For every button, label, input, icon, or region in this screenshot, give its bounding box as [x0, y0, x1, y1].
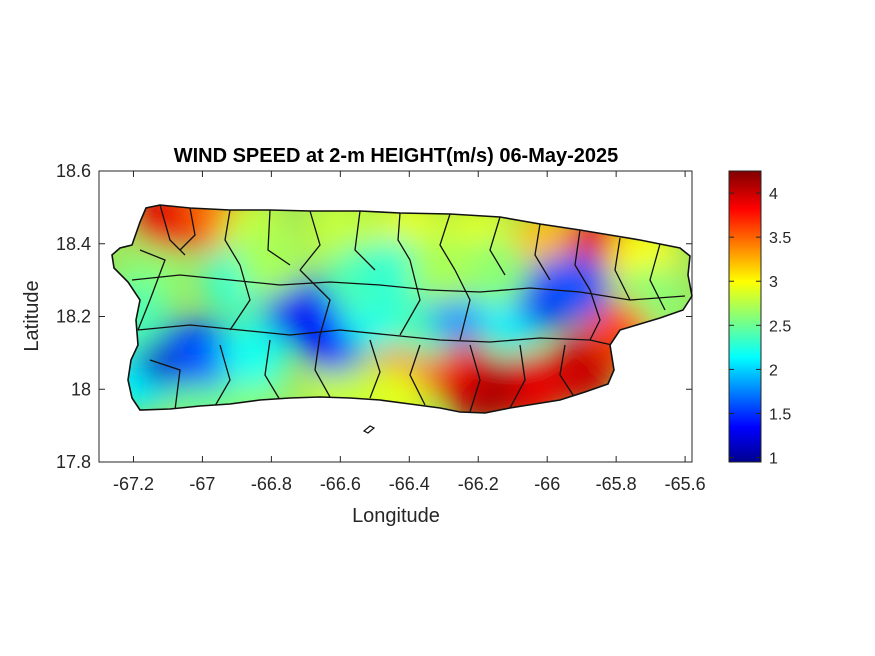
wind-field-point [133, 205, 202, 253]
y-tick-label: 18.2 [56, 307, 91, 327]
x-tick-label: -66.4 [389, 474, 430, 494]
y-tick-label: 18.6 [56, 161, 91, 181]
municipal-border [489, 216, 506, 276]
island-coastline [111, 204, 693, 414]
islet-shape [362, 425, 376, 434]
colorbar-tick-label: 3.5 [769, 230, 791, 247]
municipal-border [299, 269, 331, 336]
x-tick-label: -67.2 [113, 474, 154, 494]
y-axis: 18.6 18.4 18.2 18 17.8 [56, 161, 692, 472]
colorbar-tick-label: 1 [769, 451, 778, 468]
municipal-border [149, 359, 181, 411]
x-tick-label: -66.8 [251, 474, 292, 494]
municipal-border [574, 229, 591, 291]
municipal-border [397, 212, 411, 261]
wind-field-point [168, 318, 237, 387]
colorbar [728, 170, 762, 463]
y-tick-label: 18.4 [56, 234, 91, 254]
wind-field-point [237, 227, 306, 296]
municipal-border [509, 344, 526, 409]
municipal-border [469, 344, 481, 413]
wind-field-point [220, 318, 289, 387]
x-tick-label: -66 [534, 474, 560, 494]
municipal-border [649, 243, 666, 311]
x-tick-label: -66.2 [458, 474, 499, 494]
wind-field-point [358, 238, 427, 307]
colorbar-tick-label: 2 [769, 362, 778, 379]
municipal-border [399, 259, 421, 336]
colorbar-tick-label: 2.5 [769, 318, 791, 335]
municipal-borders [131, 205, 686, 413]
municipal-border [409, 344, 426, 406]
municipal-border [264, 339, 281, 401]
municipal-border [131, 274, 686, 301]
municipal-border [369, 339, 381, 399]
municipal-border [534, 223, 551, 281]
municipal-border [137, 249, 166, 331]
municipal-border [214, 344, 231, 407]
wind-field-point [409, 235, 478, 304]
y-tick-label: 17.8 [56, 452, 91, 472]
municipal-border [314, 334, 331, 398]
municipal-border [229, 264, 251, 331]
colorbar-tick-label: 3 [769, 274, 778, 291]
municipal-border [224, 209, 241, 266]
municipal-border [614, 237, 631, 301]
colorbar-tick-label: 1.5 [769, 407, 791, 424]
wind-field-point [540, 253, 609, 322]
y-axis-label: Latitude [21, 280, 43, 351]
municipal-border [179, 207, 196, 251]
x-axis: -67.2 -67 -66.8 -66.6 -66.4 -66.2 -66 -65.8 -65.… [113, 171, 706, 494]
municipal-border [454, 269, 471, 341]
municipal-border [439, 213, 456, 271]
municipal-border [137, 324, 613, 346]
municipal-border [267, 209, 291, 266]
x-axis-label: Longitude [352, 505, 440, 527]
wind-field-point [306, 362, 375, 413]
x-tick-label: -66.6 [320, 474, 361, 494]
municipal-border [299, 210, 321, 271]
map-title: WIND SPEED at 2-m HEIGHT(m/s) 06-May-202… [174, 145, 619, 167]
municipal-border [559, 344, 576, 399]
municipal-border [354, 210, 376, 271]
municipal-border [589, 289, 601, 341]
colorbar-ticks: 1 1.5 2 2.5 3 3.5 4 [729, 186, 791, 468]
colorbar-tick-label: 4 [769, 186, 778, 203]
y-tick-label: 18 [71, 379, 91, 399]
x-tick-label: -65.6 [665, 474, 706, 494]
x-tick-label: -65.8 [596, 474, 637, 494]
x-tick-label: -67 [189, 474, 215, 494]
